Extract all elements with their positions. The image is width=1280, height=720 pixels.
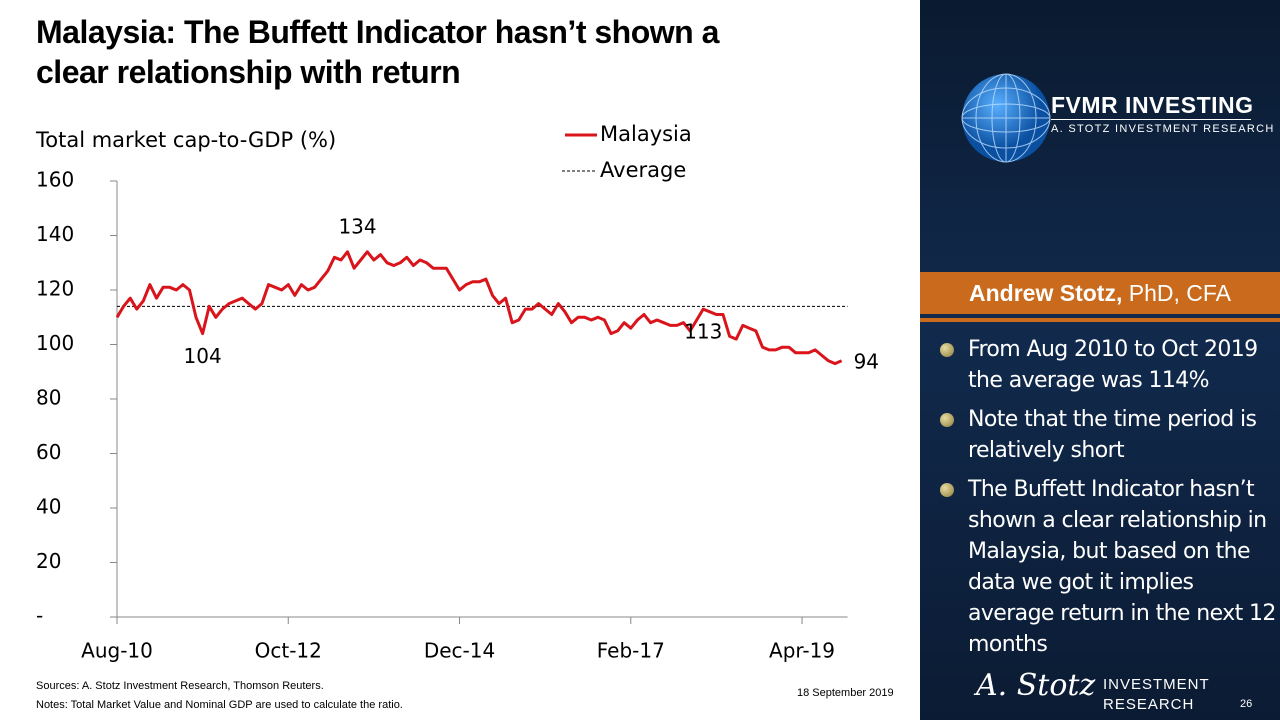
bullet-list: From Aug 2010 to Oct 2019 the average wa… — [938, 334, 1278, 668]
series-line — [115, 250, 843, 366]
y-tick-label: 60 — [36, 440, 61, 464]
brand-rule — [1051, 119, 1251, 120]
data-label: 94 — [854, 349, 879, 373]
x-tick-label: Feb-17 — [597, 639, 665, 663]
y-tick-label: 160 — [36, 168, 74, 192]
legend-label: Average — [600, 158, 686, 182]
data-label: 134 — [338, 214, 376, 238]
bullet-text: The Buffett Indicator hasn’t shown a cle… — [968, 477, 1276, 657]
title-line: clear relationship with return — [36, 54, 461, 90]
footer-logo-text: INVESTMENT — [1103, 676, 1210, 693]
brand-sub: A. STOTZ INVESTMENT RESEARCH — [1051, 123, 1275, 135]
x-tick-label: Oct-12 — [255, 639, 322, 663]
sources: Sources: A. Stotz Investment Research, T… — [36, 680, 324, 692]
page-number: 26 — [1240, 698, 1253, 710]
bullet: The Buffett Indicator hasn’t shown a cle… — [938, 474, 1278, 660]
y-tick-label: 100 — [36, 331, 74, 355]
brand: FVMR INVESTING — [1051, 92, 1254, 118]
y-axis-title: Total market cap-to-GDP (%) — [35, 128, 336, 152]
title-line: Malaysia: The Buffett Indicator hasn’t s… — [36, 14, 719, 50]
bullet-dot — [940, 483, 954, 497]
bullet: From Aug 2010 to Oct 2019 the average wa… — [938, 334, 1278, 396]
author: Andrew Stotz, PhD, CFA — [920, 272, 1280, 314]
author-credentials: PhD, CFA — [1128, 280, 1231, 306]
legend-label: Malaysia — [600, 122, 692, 146]
y-tick-label: - — [36, 604, 43, 628]
globe-logo — [961, 73, 1051, 163]
y-tick-label: 40 — [36, 495, 61, 519]
footer-logo-script: A. Stotz — [976, 668, 1096, 703]
y-tick-label: 140 — [36, 222, 74, 246]
x-tick-label: Aug-10 — [81, 639, 153, 663]
x-tick-label: Apr-19 — [769, 639, 835, 663]
notes: Notes: Total Market Value and Nominal GD… — [36, 699, 403, 711]
bullet-text: From Aug 2010 to Oct 2019 the average wa… — [968, 337, 1258, 393]
bullet-dot — [940, 343, 954, 357]
separator — [920, 318, 1280, 322]
side-panel: FVMR INVESTING A. STOTZ INVESTMENT RESEA… — [920, 0, 1280, 720]
slide-title: Malaysia: The Buffett Indicator hasn’t s… — [36, 12, 719, 92]
author-name: Andrew Stotz, — [969, 280, 1123, 306]
y-tick-label: 120 — [36, 277, 74, 301]
date: 18 September 2019 — [797, 687, 894, 699]
bullet-dot — [940, 413, 954, 427]
y-tick-label: 20 — [36, 549, 61, 573]
bullet-text: Note that the time period is relatively … — [968, 407, 1257, 463]
x-tick-label: Dec-14 — [424, 639, 495, 663]
data-label: 113 — [684, 320, 722, 344]
chart: Total market cap-to-GDP (%) - 20 40 60 80 100… — [35, 122, 879, 663]
footer-logo-text: RESEARCH — [1103, 696, 1195, 713]
y-tick-label: 80 — [36, 386, 61, 410]
bullet: Note that the time period is relatively … — [938, 404, 1278, 466]
data-label: 104 — [184, 344, 222, 368]
